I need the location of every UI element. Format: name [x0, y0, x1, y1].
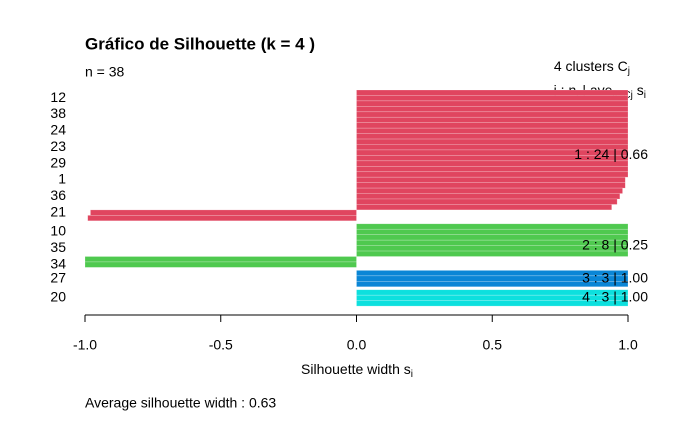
bar	[356, 204, 613, 211]
y-tick-label: 36	[50, 187, 66, 203]
footer: Average silhouette width : 0.63	[85, 395, 276, 411]
x-axis-label-text: Silhouette width s	[301, 361, 411, 377]
bar	[87, 215, 357, 222]
bar	[356, 100, 629, 107]
legend-header-text: s	[633, 82, 644, 98]
legend-title-text: 4 clusters C	[554, 58, 628, 74]
y-tick-label: 1	[58, 171, 66, 187]
cluster-label: 3 : 3 | 1.00	[582, 269, 648, 285]
y-tick-label: 29	[50, 154, 66, 170]
x-tick-label: 0.0	[347, 337, 367, 353]
x-tick-label: 0.5	[483, 337, 503, 353]
bar	[356, 127, 629, 134]
y-tick-label: 24	[50, 122, 66, 138]
y-tick-label: 23	[50, 138, 66, 154]
cluster-label: 1 : 24 | 0.66	[574, 146, 648, 162]
x-tick-label: -0.5	[209, 337, 233, 353]
bar	[356, 89, 629, 96]
bar	[356, 116, 629, 123]
subtitle: n = 38	[85, 64, 125, 80]
bar	[356, 155, 629, 162]
bar	[356, 95, 629, 102]
legend-title-sub: j	[627, 66, 630, 77]
y-tick-label: 38	[50, 105, 66, 121]
bar	[356, 300, 629, 307]
x-tick-label: -1.0	[73, 337, 97, 353]
bar	[356, 280, 629, 288]
y-tick-label: 35	[50, 239, 66, 255]
cluster-label: 2 : 8 | 0.25	[582, 236, 648, 252]
bar	[356, 111, 629, 118]
bar	[356, 223, 629, 230]
chart-title: Gráfico de Silhouette (k = 4 )	[85, 34, 315, 53]
x-tick-label: 1.0	[618, 337, 638, 353]
bar	[356, 228, 629, 235]
y-tick-label: 27	[50, 269, 66, 285]
legend-header-sub: i	[644, 90, 646, 101]
bar	[356, 250, 629, 257]
bar	[356, 138, 629, 145]
bar	[356, 187, 623, 194]
bar	[356, 198, 618, 205]
y-tick-label: 10	[50, 223, 66, 239]
x-axis-label: Silhouette width si	[301, 361, 413, 380]
y-tick-label: 20	[50, 289, 66, 305]
y-tick-label: 21	[50, 203, 66, 219]
x-axis-label-sub: i	[411, 369, 413, 380]
bar	[356, 239, 629, 246]
bar	[356, 106, 629, 113]
y-tick-label: 12	[50, 89, 66, 105]
bar	[356, 176, 626, 183]
bar	[356, 182, 626, 189]
bar	[356, 193, 621, 200]
bar	[356, 166, 629, 173]
bar	[356, 133, 629, 140]
legend-title: 4 clusters Cj	[554, 58, 630, 77]
bar	[84, 261, 357, 268]
y-tick-label: 34	[50, 255, 66, 271]
bar	[356, 122, 629, 129]
bar	[84, 256, 357, 263]
bar	[90, 209, 357, 216]
cluster-label: 4 : 3 | 1.00	[582, 289, 648, 305]
bar	[356, 171, 629, 178]
